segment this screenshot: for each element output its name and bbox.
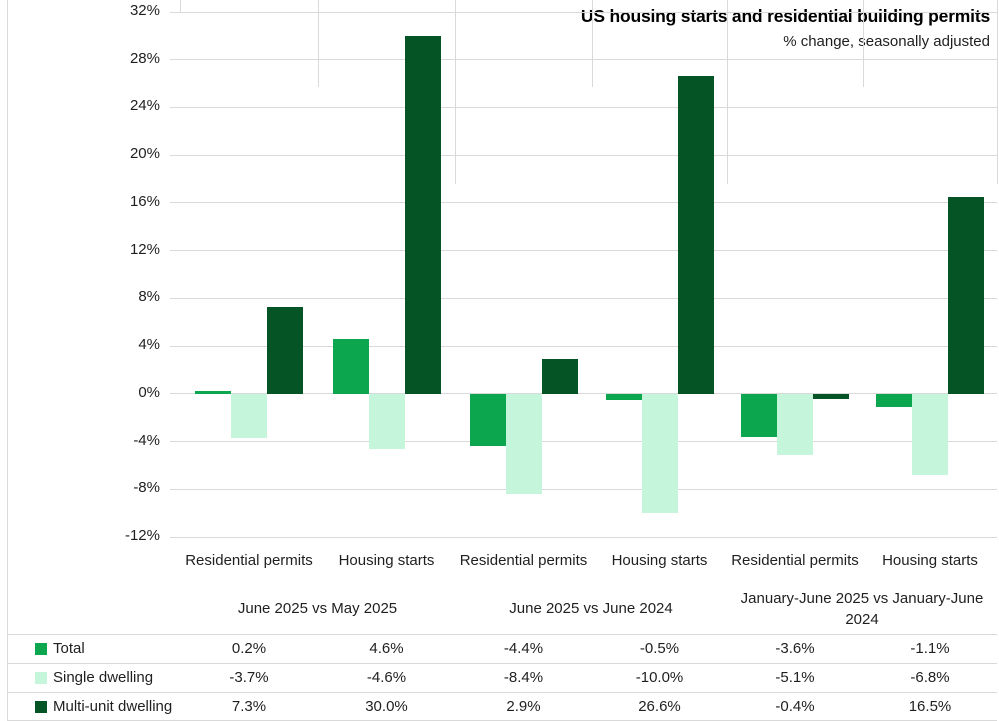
table-cell-value: -4.4% — [503, 640, 544, 657]
table-cell-value: -8.4% — [503, 669, 544, 686]
gridline — [170, 11, 997, 13]
y-axis-tick-label: 4% — [138, 336, 160, 354]
table-cell-value: -1.1% — [910, 640, 950, 657]
y-axis-tick-label: 8% — [138, 288, 160, 306]
y-axis-tick-label: -8% — [133, 479, 160, 497]
table-cell-value: 0.2% — [231, 640, 267, 657]
y-axis-tick-label: 16% — [129, 192, 160, 210]
table-cell-value: -3.7% — [229, 669, 269, 686]
category-label: Housing starts — [882, 551, 978, 569]
bar-single-dwelling — [368, 393, 405, 449]
bar-total — [332, 338, 369, 394]
y-axis-tick-label: 0% — [138, 383, 160, 401]
table-cell-value: -4.6% — [366, 669, 407, 686]
legend-label: Total — [53, 640, 85, 657]
table-column-line — [318, 0, 319, 87]
bar-total — [741, 393, 777, 437]
gridline — [170, 106, 997, 108]
y-axis-tick-label: 32% — [129, 2, 160, 19]
legend-item: Single dwelling — [7, 663, 180, 692]
table-cell-value: -3.6% — [775, 640, 815, 657]
legend-item: Total — [7, 634, 180, 663]
bar-multi-unit-dwelling — [677, 76, 714, 394]
table-cell-value: 2.9% — [506, 698, 541, 715]
table-cell-value: -10.0% — [635, 669, 684, 686]
table-cell-value: -0.4% — [775, 698, 815, 715]
gridline — [170, 488, 997, 490]
legend-swatch — [35, 642, 47, 655]
table-cell-value: -5.1% — [775, 669, 815, 686]
bar-multi-unit-dwelling — [813, 393, 849, 399]
gridline — [170, 536, 997, 538]
table-cell-value: -0.5% — [639, 640, 680, 657]
gridline — [170, 202, 997, 204]
table-column-line — [863, 0, 864, 87]
table-column-line — [997, 0, 998, 184]
gridline — [170, 250, 997, 252]
bar-multi-unit-dwelling — [267, 306, 303, 394]
table-row-line — [7, 634, 997, 635]
table-row-line — [7, 692, 997, 693]
table-cell-value: -6.8% — [910, 669, 950, 686]
y-axis-tick-label: 20% — [129, 145, 160, 163]
period-group-label: January-June 2025 vs January-June 2024 — [740, 590, 984, 628]
bar-total — [195, 391, 231, 394]
table-cell-value: 30.0% — [365, 698, 408, 715]
y-axis-tick-label: 28% — [129, 49, 160, 67]
category-label: Housing starts — [611, 551, 708, 569]
gridline — [170, 297, 997, 299]
y-axis-tick-label: -4% — [133, 431, 160, 449]
bar-total — [876, 393, 912, 407]
y-axis-tick-label: 12% — [129, 240, 160, 258]
bar-single-dwelling — [505, 393, 542, 495]
gridline — [170, 345, 997, 347]
bar-single-dwelling — [641, 393, 678, 514]
category-label: Residential permits — [185, 551, 313, 569]
table-column-line — [7, 0, 8, 721]
category-label: Housing starts — [338, 551, 435, 569]
bar-multi-unit-dwelling — [541, 359, 578, 394]
y-axis-tick-label: -12% — [124, 527, 160, 544]
category-label: Residential permits — [731, 551, 859, 569]
legend-swatch — [35, 700, 47, 713]
bar-multi-unit-dwelling — [404, 35, 441, 394]
bar-single-dwelling — [777, 393, 813, 455]
table-cell-value: 26.6% — [638, 698, 681, 715]
chart-title: US housing starts and residential buildi… — [580, 6, 990, 26]
bar-single-dwelling — [231, 393, 267, 438]
gridline — [170, 154, 997, 156]
bar-total — [605, 393, 642, 400]
bar-multi-unit-dwelling — [948, 196, 984, 394]
period-group-label: June 2025 vs June 2024 — [509, 600, 673, 618]
period-group-label: June 2025 vs May 2025 — [237, 600, 398, 618]
bar-single-dwelling — [912, 393, 948, 475]
table-column-line — [592, 0, 593, 87]
legend-label: Single dwelling — [53, 669, 154, 686]
legend-label: Multi-unit dwelling — [53, 698, 173, 715]
gridline — [170, 393, 997, 395]
table-row-line — [7, 663, 997, 664]
legend-item: Multi-unit dwelling — [7, 692, 180, 721]
table-column-line — [727, 0, 728, 184]
table-cell-value: 4.6% — [369, 640, 404, 657]
chart-subtitle: % change, seasonally adjusted — [783, 33, 990, 50]
category-label: Residential permits — [459, 551, 588, 569]
table-cell-value: 16.5% — [908, 698, 952, 715]
bar-total — [469, 393, 506, 447]
table-cell-value: 7.3% — [231, 698, 267, 715]
gridline — [170, 441, 997, 443]
legend-swatch — [35, 671, 47, 684]
table-column-line — [455, 0, 456, 184]
gridline — [170, 59, 997, 61]
table-column-line — [180, 0, 181, 12]
y-axis-tick-label: 24% — [129, 97, 160, 115]
